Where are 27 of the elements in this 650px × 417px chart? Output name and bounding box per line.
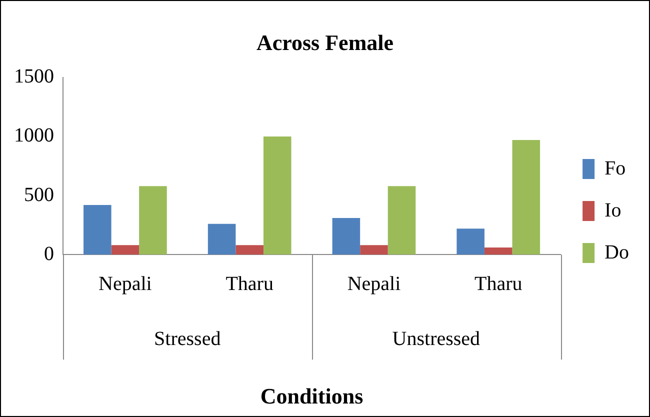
bar [139, 186, 167, 255]
bar [360, 245, 388, 255]
bar [236, 245, 264, 255]
bar [484, 248, 512, 255]
legend-label: Fo [604, 157, 626, 180]
x-axis-title: Conditions [260, 383, 364, 408]
x-tick-label: Tharu [226, 272, 274, 295]
bar [263, 136, 292, 255]
x-tick-label: Nepali [98, 272, 152, 295]
text: Unstressed [392, 328, 480, 350]
y-tick-label: 1000 [14, 124, 54, 147]
bar [512, 140, 540, 255]
y-tick-label: 0 [44, 242, 54, 265]
y-tick-label: 1500 [14, 66, 54, 88]
bar [111, 245, 140, 255]
bar [208, 224, 236, 255]
bar [332, 218, 360, 255]
x-tick-label: Tharu [474, 272, 522, 295]
bar [388, 186, 416, 255]
bar [84, 204, 112, 255]
bar [456, 228, 484, 255]
y-tick-label: 500 [24, 184, 54, 206]
x-tick-label: Nepali [347, 272, 402, 295]
legend-label: Do [604, 241, 630, 264]
text: Stressed [154, 328, 221, 350]
legend-label: Io [604, 199, 622, 222]
chart-title: Across Female [256, 30, 394, 55]
